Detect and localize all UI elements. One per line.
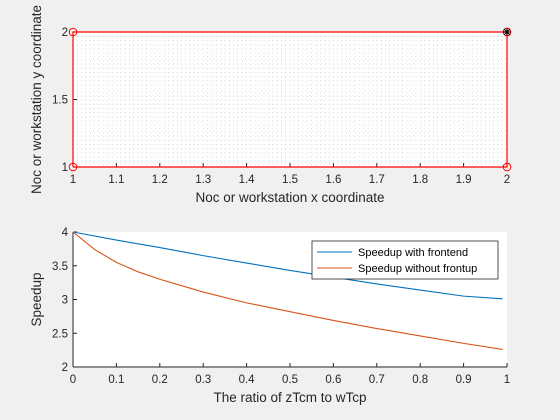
corner-marker — [68, 162, 78, 172]
legend-box — [311, 240, 499, 280]
x-tick-label: 1.4 — [239, 174, 256, 186]
legend-label: Speedup without frontup — [358, 263, 477, 275]
y-tick-label: 2.5 — [52, 328, 68, 340]
x-tick-label: 0.9 — [456, 374, 472, 386]
x-axis-label: The ratio of zTcm to wTcp — [213, 390, 366, 405]
x-tick-label: 0.1 — [108, 374, 124, 386]
x-tick-label: 0.3 — [195, 374, 211, 386]
x-tick-label: 0.8 — [412, 374, 428, 386]
x-tick-label: 0.2 — [152, 374, 168, 386]
x-tick-label: 1.1 — [108, 174, 124, 186]
x-tick-label: 1 — [504, 374, 510, 386]
x-tick-label: 1.5 — [282, 174, 298, 186]
y-tick-label: 1 — [62, 162, 68, 174]
legend-label: Speedup with frontend — [358, 247, 468, 259]
y-tick-label: 2 — [62, 27, 68, 39]
y-axis-label: Noc or workstation y coordinate — [29, 5, 44, 194]
x-tick-label: 1.8 — [412, 174, 428, 186]
x-tick-label: 1.7 — [369, 174, 385, 186]
asterisk-marker — [503, 28, 511, 36]
y-tick-label: 1.5 — [52, 95, 68, 107]
legend: Speedup with frontend Speedup without fro… — [311, 240, 499, 280]
x-tick-label: 0.4 — [239, 374, 256, 386]
x-tick-label: 1.6 — [325, 174, 341, 186]
x-tick-label: 0 — [70, 374, 76, 386]
y-tick-label: 3 — [62, 295, 68, 307]
x-tick-label: 1.2 — [152, 174, 168, 186]
speedup-plot: 0 0.1 0.2 0.3 0.4 0.5 0.6 0.7 0.8 0.9 1 2 2.5 3 3.5 4 Th… — [29, 227, 510, 405]
x-tick-label: 2 — [504, 174, 510, 186]
x-tick-label: 0.7 — [369, 374, 385, 386]
x-tick-label: 1.3 — [195, 174, 211, 186]
coordinate-plot: 1 1.1 1.2 1.3 1.4 1.5 1.6 1.7 1.8 1.9 2 1 1.5 2 Noc or… — [29, 5, 512, 205]
y-tick-label: 2 — [62, 362, 68, 374]
y-tick-label: 3.5 — [52, 261, 68, 273]
corner-marker — [502, 162, 512, 172]
corner-marker — [68, 27, 78, 37]
y-tick-label: 4 — [62, 227, 69, 239]
x-tick-label: 1 — [70, 174, 76, 186]
grid — [73, 32, 507, 167]
series-line-2 — [72, 231, 503, 350]
x-tick-label: 0.6 — [325, 374, 341, 386]
x-tick-label: 0.5 — [282, 374, 298, 386]
y-axis-label: Speedup — [29, 272, 44, 326]
x-tick-label: 1.9 — [456, 174, 472, 186]
series-line-1 — [72, 231, 503, 300]
asterisk-stroke — [503, 28, 511, 36]
x-axis-label: Noc or workstation x coordinate — [195, 190, 384, 205]
